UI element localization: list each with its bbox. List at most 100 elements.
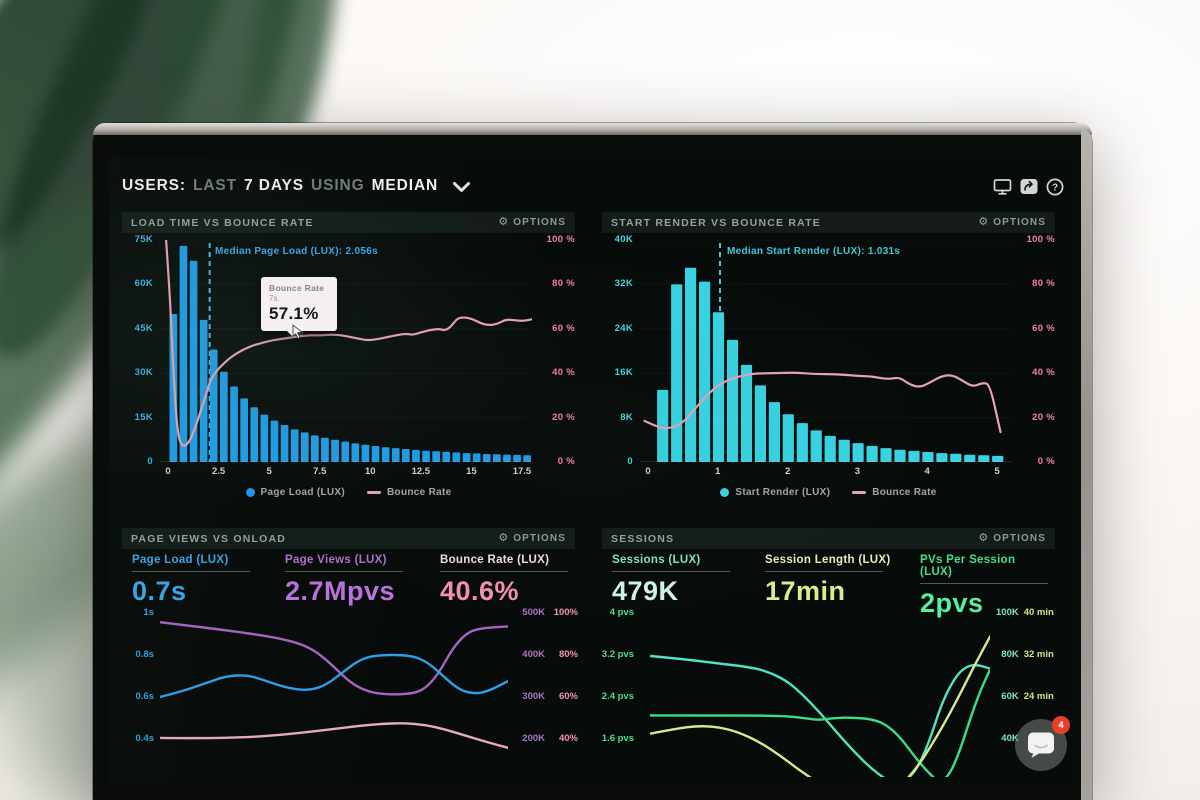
axis-tick: 1 [715,466,721,477]
stat-value: 479K [612,576,679,606]
chat-bubble-icon [1028,732,1054,758]
stat-label: PVs Per Session (LUX) [920,554,1016,578]
axis-tick-row: 40K [990,732,1062,746]
axis-tick: 40% [558,733,578,744]
axis-tick: 7.5 [313,466,327,477]
options-button[interactable]: ⚙ OPTIONS [978,532,1046,545]
panel-header: START RENDER VS BOUNCE RATE ⚙ OPTIONS [602,212,1055,233]
axis-tick: 100% [553,607,578,618]
options-label: OPTIONS [993,217,1046,228]
title-days: 7 DAYS [244,177,305,194]
title-last: LAST [192,177,238,194]
panel-load-time: LOAD TIME VS BOUNCE RATE ⚙ OPTIONS 75K 60K… [122,212,575,512]
axis-tick: 32 min [1023,649,1054,660]
median-annotation: Median Start Render (LUX): 1.031s [727,246,901,257]
page-views-chart[interactable] [158,609,510,777]
panel-start-render: START RENDER VS BOUNCE RATE ⚙ OPTIONS 40K… [602,212,1055,512]
chart-tooltip: Bounce Rate 7s 57.1% [261,277,337,337]
axis-tick: 4 pvs [609,607,634,618]
axis-tick: 5 [994,466,1000,477]
stat-underline [920,583,1048,584]
legend-item: Bounce Rate [367,487,451,498]
axis-tick: 10 [364,466,376,477]
options-button[interactable]: ⚙ OPTIONS [498,533,566,545]
stats-row: Page Load (LUX) 0.7s Page Views (LUX) 2.… [122,554,575,610]
share-arrow-icon[interactable] [1019,177,1038,196]
axis-tick: 2.4 pvs [601,691,634,702]
axis-tick: 8K [620,411,633,423]
legend-marker [367,491,382,494]
axis-tick: 40 % [552,367,575,379]
stat-block: Session Length (LUX) 17min [765,554,905,607]
axis-tick: 20 % [552,411,575,423]
stat-label: Page Views (LUX) [285,554,387,566]
axis-tick: 60 % [1032,322,1055,334]
svg-text:?: ? [1051,182,1057,193]
panel-title: LOAD TIME VS BOUNCE RATE [131,216,314,229]
axis-tick: 80 % [1032,278,1055,290]
stat-underline [440,571,568,572]
axis-tick-row: 500K 100% [511,606,578,620]
panel-title: SESSIONS [611,532,675,545]
laptop-side-edge [1081,129,1092,800]
options-label: OPTIONS [513,217,566,228]
options-button[interactable]: ⚙ OPTIONS [978,216,1046,229]
tooltip-x-value: 7s [269,294,278,303]
axis-tick: 0 [147,455,153,467]
panel-header: LOAD TIME VS BOUNCE RATE ⚙ OPTIONS [122,212,575,233]
axis-tick: 40K [1001,733,1019,744]
stat-label: Bounce Rate (LUX) [440,554,550,566]
axis-tick: 17.5 [512,466,532,477]
load-time-chart[interactable] [160,238,534,463]
legend-item: Start Render (LUX) [720,487,830,498]
gear-icon: ⚙ [978,532,990,544]
axis-tick-row: 400K 80% [511,648,578,662]
axis-tick-row: 60K 24 min [990,690,1062,704]
x-axis: 0 2.5 5 7.5 10 12.5 15 17.5 [153,466,537,477]
users-range-dropdown[interactable]: USERS: LAST 7 DAYS USING MEDIAN [122,173,471,199]
options-button[interactable]: ⚙ OPTIONS [498,217,566,229]
x-axis: 0 1 2 3 4 5 [633,466,1012,477]
legend-item: Page Load (LUX) [245,487,346,498]
stat-underline [612,571,730,572]
axis-tick: 60 % [552,322,575,334]
panel-header: PAGE VIEWS VS ONLOAD ⚙ OPTIONS [122,528,575,549]
stat-label: Page Load (LUX) [132,554,229,566]
axis-tick: 0.6s [135,691,155,702]
stat-value: 40.6% [440,576,520,606]
y-axis-right: 100 % 80 % 60 % 40 % 20 % 0 % [537,234,575,468]
y-axis-left: 75K 60K 45K 30K 15K 0 [123,234,153,468]
display-icon[interactable] [993,177,1012,196]
start-render-chart[interactable] [640,239,1012,463]
laptop: USERS: LAST 7 DAYS USING MEDIAN ? [93,123,1092,800]
chat-widget-button[interactable]: 4 [1015,716,1070,771]
axis-tick: 1s [143,607,154,618]
title-users: USERS: [122,177,186,194]
header-icon-row: ? [993,177,1064,196]
stat-value: 17min [765,576,846,606]
stat-underline [765,571,883,572]
stat-value: 0.7s [132,576,187,606]
sessions-chart[interactable] [648,609,992,786]
stat-label: Sessions (LUX) [612,554,701,566]
help-icon[interactable]: ? [1045,177,1064,196]
axis-tick: 1.6 pvs [601,733,634,744]
axis-tick: 0 [645,466,651,477]
axis-tick: 75K [134,234,153,245]
chevron-down-icon [453,181,471,192]
panel-page-views: PAGE VIEWS VS ONLOAD ⚙ OPTIONS Page Load … [122,528,578,786]
axis-tick: 200K [522,733,545,744]
axis-tick-row: 80K 32 min [990,648,1062,662]
axis-tick: 12.5 [411,466,431,477]
stats-row: Sessions (LUX) 479K Session Length (LUX)… [602,554,1055,618]
title-median: MEDIAN [371,177,439,194]
axis-tick: 300K [522,691,545,702]
chart-legend: Start Render (LUX) Bounce Rate [602,487,1055,498]
gear-icon: ⚙ [978,216,990,228]
axis-tick: 40K [614,234,633,245]
axis-tick: 32K [614,278,633,290]
panel-sessions: SESSIONS ⚙ OPTIONS Sessions (LUX) 479K Se… [602,528,1055,786]
stat-block: Page Views (LUX) 2.7Mpvs [285,554,425,607]
stat-label: Session Length (LUX) [765,554,891,566]
y-axis-right: 500K 100% 400K 80% 300K 60% 200K 40% [511,606,578,746]
